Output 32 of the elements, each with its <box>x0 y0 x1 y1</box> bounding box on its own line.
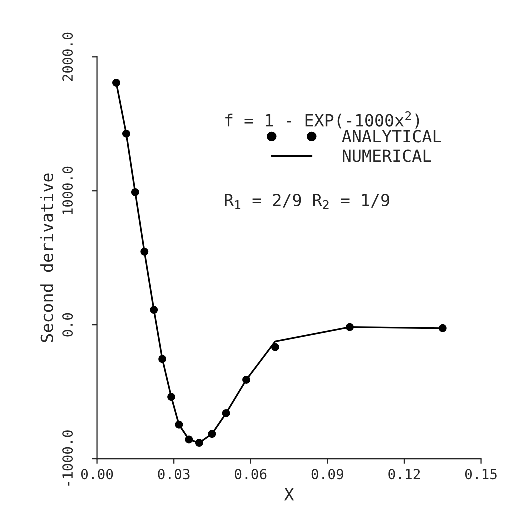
point <box>131 188 140 196</box>
legend-label: NUMERICAL <box>343 150 432 162</box>
y-tick-label: -1000.0 <box>62 430 74 486</box>
point <box>140 248 149 256</box>
point <box>168 393 176 402</box>
x-tick-label: 0.06 <box>235 469 267 480</box>
point <box>122 130 130 138</box>
point <box>208 430 216 438</box>
x-tick-label: 0.12 <box>388 469 420 480</box>
x-tick-label: 0.09 <box>312 469 344 480</box>
y-tick-label: 0.0 <box>62 313 74 337</box>
x-axis-title: X <box>284 488 294 501</box>
point <box>175 420 184 429</box>
y-tick-label: 2000.0 <box>62 32 74 82</box>
point <box>185 436 194 444</box>
point <box>222 410 230 418</box>
annotation: R$_{1}$ = 2/9 R$_{2}$ = 1/9 <box>225 194 390 210</box>
point <box>150 306 158 314</box>
point <box>112 79 120 87</box>
y-axis-title: Second derivative <box>40 174 54 342</box>
point <box>242 376 250 384</box>
x-tick-label: 0.15 <box>465 469 497 480</box>
point <box>195 439 204 448</box>
point <box>158 355 167 364</box>
x-tick-label: 0.00 <box>81 469 114 480</box>
point <box>346 323 354 332</box>
y-tick-label: 1000.0 <box>62 166 74 214</box>
legend-label: ANALYTICAL <box>342 130 442 143</box>
point <box>438 324 447 332</box>
x-tick-label: 0.03 <box>158 469 190 480</box>
annotation: f = 1 - EXP(-1000x$^{2}$) <box>226 112 420 129</box>
point <box>271 343 280 352</box>
